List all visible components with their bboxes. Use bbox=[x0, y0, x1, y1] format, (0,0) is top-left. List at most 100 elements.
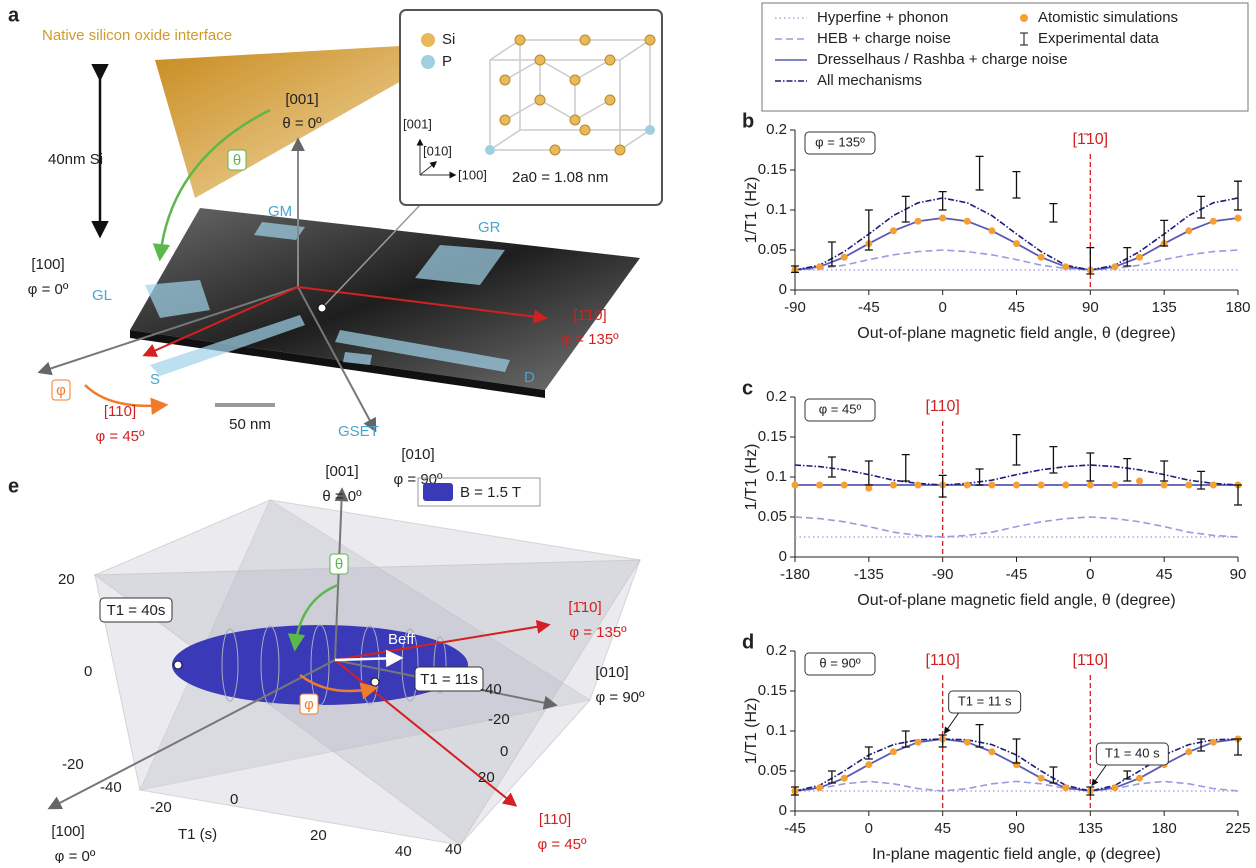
sim-point bbox=[915, 739, 922, 746]
x-tick-label: 45 bbox=[1008, 299, 1025, 316]
sim-point bbox=[1111, 263, 1118, 270]
x-axis-title: In-plane magentic field angle, φ (degree… bbox=[872, 846, 1161, 863]
sim-point bbox=[792, 482, 799, 489]
label: φ = 45º bbox=[538, 836, 588, 853]
sim-point bbox=[1136, 775, 1143, 782]
surface bbox=[130, 208, 640, 390]
legend-swatch bbox=[423, 483, 453, 501]
label: T1 = 40s bbox=[107, 602, 166, 619]
error-bar bbox=[1086, 453, 1094, 481]
callout-arrow bbox=[1092, 765, 1106, 785]
label: [110] bbox=[104, 403, 136, 420]
sim-point bbox=[1185, 748, 1192, 755]
label: D bbox=[524, 369, 535, 386]
panel-label: a bbox=[8, 4, 20, 26]
marker-label: [110] bbox=[925, 398, 959, 415]
y-tick-label: 0.1 bbox=[766, 468, 787, 485]
sim-point bbox=[1062, 263, 1069, 270]
panel-a: a Native silicon oxide interface Si P [0… bbox=[8, 4, 662, 488]
label: φ = 0º bbox=[28, 281, 69, 298]
x-tick-label: 90 bbox=[1230, 566, 1247, 583]
axis-title: T1 (s) bbox=[178, 826, 217, 843]
sim-point bbox=[1161, 482, 1168, 489]
label: [001] bbox=[403, 116, 432, 131]
error-bar bbox=[1013, 739, 1021, 763]
label: Native silicon oxide interface bbox=[42, 27, 232, 44]
annotation: θ = 90º bbox=[819, 655, 861, 670]
figure: a Native silicon oxide interface Si P [0… bbox=[0, 0, 1256, 863]
error-bar bbox=[902, 731, 910, 747]
sim-point bbox=[841, 482, 848, 489]
error-bar bbox=[976, 156, 984, 190]
t1-ellipsoid bbox=[172, 625, 468, 705]
label: [010] bbox=[401, 446, 434, 463]
sim-point bbox=[1038, 482, 1045, 489]
y-tick-label: 0.15 bbox=[758, 428, 787, 445]
sim-point bbox=[865, 761, 872, 768]
label: [010] bbox=[423, 143, 452, 158]
x-tick-label: -45 bbox=[858, 299, 880, 316]
x-tick-label: 90 bbox=[1082, 299, 1099, 316]
y-tick-label: 0 bbox=[779, 548, 787, 565]
sim-point bbox=[915, 482, 922, 489]
x-tick-label: 45 bbox=[1156, 566, 1173, 583]
tick-label: 40 bbox=[445, 841, 462, 858]
sim-point bbox=[890, 227, 897, 234]
label: GL bbox=[92, 287, 112, 304]
sim-point bbox=[841, 254, 848, 261]
y-axis-title: 1/T1 (Hz) bbox=[743, 444, 760, 511]
legend-label: HEB + charge noise bbox=[817, 30, 951, 47]
x-tick-label: 225 bbox=[1225, 820, 1250, 837]
y-tick-label: 0.15 bbox=[758, 682, 787, 699]
sim-point bbox=[1136, 254, 1143, 261]
tick-label: 0 bbox=[84, 663, 92, 680]
label: [010] bbox=[595, 664, 628, 681]
tick-label: 0 bbox=[230, 791, 238, 808]
panel-label: b bbox=[742, 110, 754, 132]
y-axis-title: 1/T1 (Hz) bbox=[743, 177, 760, 244]
tick-label: 40 bbox=[395, 843, 412, 860]
legend-label: Atomistic simulations bbox=[1038, 9, 1178, 26]
sim-point bbox=[1185, 482, 1192, 489]
tick-label: -20 bbox=[150, 799, 172, 816]
x-tick-label: -45 bbox=[1006, 566, 1028, 583]
panel-e: e [001] θ = 0º B = 1.5 T 20 0 -20 -40 -2… bbox=[8, 463, 645, 863]
y-tick-label: 0.15 bbox=[758, 161, 787, 178]
series-line bbox=[795, 781, 1238, 791]
error-bar bbox=[1123, 771, 1131, 779]
label: Si bbox=[442, 31, 455, 48]
error-bar bbox=[976, 469, 984, 485]
label: Beff bbox=[388, 631, 415, 648]
x-axis-title: Out-of-plane magnetic field angle, θ (de… bbox=[857, 325, 1175, 342]
label: θ = 0º bbox=[282, 115, 322, 132]
x-tick-label: 0 bbox=[865, 820, 873, 837]
sim-point bbox=[816, 263, 823, 270]
x-tick-label: 135 bbox=[1152, 299, 1177, 316]
sim-point bbox=[816, 784, 823, 791]
callout-arrow bbox=[945, 713, 959, 733]
x-tick-label: -180 bbox=[780, 566, 810, 583]
y-tick-label: 0 bbox=[779, 802, 787, 819]
label: φ = 90º bbox=[596, 689, 646, 706]
sim-point bbox=[1111, 784, 1118, 791]
label: φ = 45º bbox=[96, 428, 146, 445]
tick-label: -20 bbox=[488, 711, 510, 728]
marker-label: [1̄10] bbox=[1073, 131, 1109, 148]
error-bar bbox=[1234, 485, 1242, 505]
t1-point bbox=[174, 661, 182, 669]
annotation: φ = 135º bbox=[815, 134, 865, 149]
x-tick-label: -45 bbox=[784, 820, 806, 837]
tick-label: 20 bbox=[58, 571, 75, 588]
label: [001] bbox=[325, 463, 358, 480]
label: T1 = 11s bbox=[420, 671, 478, 688]
x-tick-label: 135 bbox=[1078, 820, 1103, 837]
label: [1̄10] bbox=[573, 307, 606, 324]
y-tick-label: 0.1 bbox=[766, 722, 787, 739]
sim-point bbox=[865, 485, 872, 492]
y-tick-label: 0.05 bbox=[758, 508, 787, 525]
dopant bbox=[318, 304, 326, 312]
error-bar bbox=[1049, 767, 1057, 783]
label: 2a0 = 1.08 nm bbox=[512, 169, 608, 186]
legend-label: Dresselhaus / Rashba + charge noise bbox=[817, 51, 1068, 68]
p-atom bbox=[645, 125, 655, 135]
